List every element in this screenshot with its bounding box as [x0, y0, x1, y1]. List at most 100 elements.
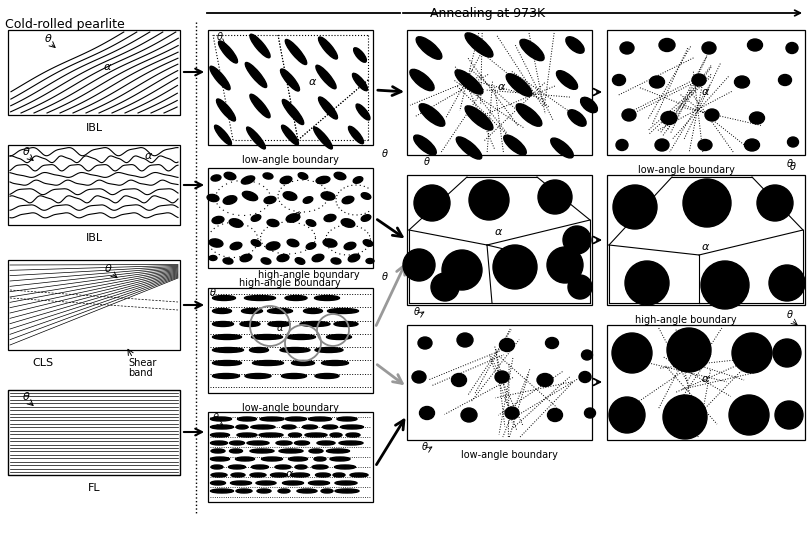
- Ellipse shape: [335, 489, 358, 493]
- Ellipse shape: [309, 449, 323, 453]
- Ellipse shape: [584, 408, 594, 418]
- Circle shape: [666, 328, 710, 372]
- Ellipse shape: [329, 457, 350, 461]
- Ellipse shape: [308, 481, 329, 485]
- Ellipse shape: [503, 135, 526, 155]
- Ellipse shape: [314, 295, 339, 301]
- Ellipse shape: [237, 417, 256, 421]
- Ellipse shape: [303, 197, 312, 203]
- Ellipse shape: [659, 38, 674, 52]
- Ellipse shape: [236, 489, 251, 493]
- Ellipse shape: [211, 465, 223, 469]
- Bar: [8, 390, 180, 475]
- Ellipse shape: [457, 333, 473, 347]
- Ellipse shape: [245, 63, 266, 87]
- Ellipse shape: [283, 192, 297, 201]
- Ellipse shape: [242, 191, 257, 201]
- Ellipse shape: [308, 417, 331, 421]
- Ellipse shape: [305, 433, 327, 437]
- Ellipse shape: [785, 43, 797, 53]
- Circle shape: [682, 179, 730, 227]
- Ellipse shape: [230, 473, 245, 477]
- Ellipse shape: [235, 457, 254, 461]
- Ellipse shape: [230, 449, 242, 453]
- Ellipse shape: [240, 254, 251, 262]
- Ellipse shape: [316, 441, 335, 445]
- Circle shape: [611, 333, 651, 373]
- Ellipse shape: [212, 295, 235, 301]
- Text: $\theta$: $\theta$: [423, 155, 431, 167]
- Text: $\theta$: $\theta$: [785, 308, 793, 320]
- Ellipse shape: [649, 76, 663, 88]
- Text: $\theta$: $\theta$: [22, 390, 30, 402]
- Ellipse shape: [306, 220, 315, 226]
- Bar: [8, 30, 180, 115]
- Ellipse shape: [315, 65, 336, 89]
- Circle shape: [431, 273, 458, 301]
- Text: $\theta$: $\theta$: [785, 157, 793, 169]
- Bar: [8, 145, 180, 225]
- Ellipse shape: [321, 361, 348, 365]
- Ellipse shape: [621, 109, 635, 121]
- Bar: [208, 168, 372, 268]
- Ellipse shape: [335, 481, 357, 485]
- Text: $\alpha$: $\alpha$: [494, 227, 503, 237]
- Ellipse shape: [210, 489, 234, 493]
- Bar: [406, 175, 591, 305]
- Ellipse shape: [749, 112, 764, 124]
- Ellipse shape: [744, 139, 758, 151]
- Ellipse shape: [261, 258, 271, 264]
- Ellipse shape: [519, 39, 543, 61]
- Ellipse shape: [545, 337, 558, 349]
- Ellipse shape: [236, 425, 247, 429]
- Ellipse shape: [214, 125, 231, 145]
- Ellipse shape: [504, 407, 518, 419]
- Ellipse shape: [207, 195, 219, 202]
- Ellipse shape: [461, 408, 476, 422]
- Ellipse shape: [411, 371, 426, 383]
- Ellipse shape: [290, 473, 309, 477]
- Ellipse shape: [344, 242, 355, 250]
- Ellipse shape: [456, 137, 481, 159]
- Bar: [208, 30, 372, 145]
- Circle shape: [469, 180, 508, 220]
- Text: low-angle boundary: low-angle boundary: [637, 165, 733, 175]
- Ellipse shape: [241, 308, 262, 314]
- Ellipse shape: [224, 172, 235, 179]
- Ellipse shape: [419, 406, 434, 419]
- Circle shape: [768, 265, 804, 301]
- Ellipse shape: [260, 417, 284, 421]
- Ellipse shape: [333, 321, 358, 327]
- Ellipse shape: [361, 193, 371, 199]
- Ellipse shape: [281, 425, 296, 429]
- Ellipse shape: [229, 219, 242, 227]
- Ellipse shape: [326, 449, 349, 453]
- Ellipse shape: [268, 321, 290, 327]
- Ellipse shape: [352, 73, 367, 91]
- Ellipse shape: [294, 441, 309, 445]
- Ellipse shape: [288, 457, 307, 461]
- Ellipse shape: [230, 481, 251, 485]
- Ellipse shape: [267, 219, 279, 226]
- Ellipse shape: [348, 126, 363, 144]
- Ellipse shape: [250, 473, 266, 477]
- Ellipse shape: [299, 321, 329, 327]
- Text: low-angle boundary: low-angle boundary: [460, 450, 556, 460]
- Ellipse shape: [581, 350, 592, 360]
- Ellipse shape: [212, 308, 231, 314]
- Ellipse shape: [228, 465, 245, 469]
- Ellipse shape: [451, 374, 466, 386]
- Text: $\theta$: $\theta$: [104, 262, 112, 274]
- Ellipse shape: [279, 449, 303, 453]
- Text: $\alpha$: $\alpha$: [497, 82, 506, 92]
- Circle shape: [441, 250, 482, 290]
- Ellipse shape: [210, 457, 230, 461]
- Ellipse shape: [702, 42, 715, 54]
- Ellipse shape: [691, 74, 705, 86]
- Ellipse shape: [251, 215, 260, 222]
- Ellipse shape: [315, 473, 330, 477]
- Ellipse shape: [212, 361, 241, 365]
- Ellipse shape: [341, 219, 354, 227]
- Bar: [607, 175, 804, 305]
- Text: $\theta$: $\theta$: [413, 305, 420, 317]
